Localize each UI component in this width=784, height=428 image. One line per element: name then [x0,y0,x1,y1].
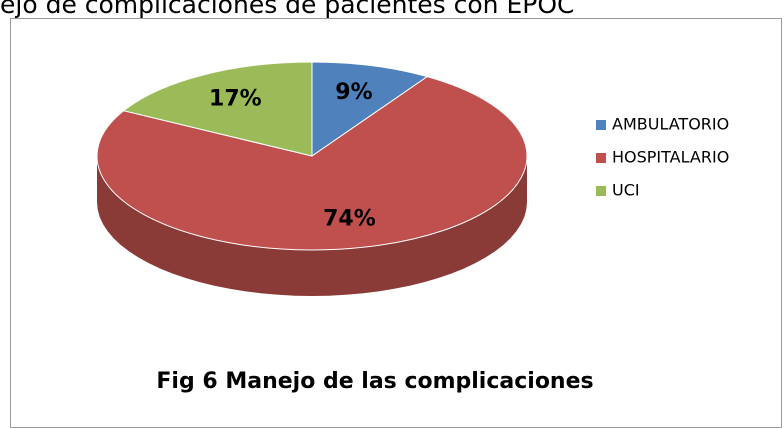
legend-swatch [596,153,606,163]
chart-title: Fig 6 Manejo de las complicaciones [156,369,593,394]
data-label: 74% [323,207,376,232]
legend-label: HOSPITALARIO [612,148,729,167]
legend-swatch [596,186,606,196]
pie-slice [311,61,429,157]
legend-swatch [596,120,606,130]
pie-slice [122,61,313,157]
data-label: 17% [209,86,262,111]
legend-label: AMBULATORIO [612,115,729,134]
data-label: 9% [335,80,372,105]
pie-slice [96,76,528,251]
legend-label: UCI [612,181,640,200]
slice-side [97,156,527,296]
page-heading: ejo de complicaciones de pacientes con E… [0,0,574,19]
